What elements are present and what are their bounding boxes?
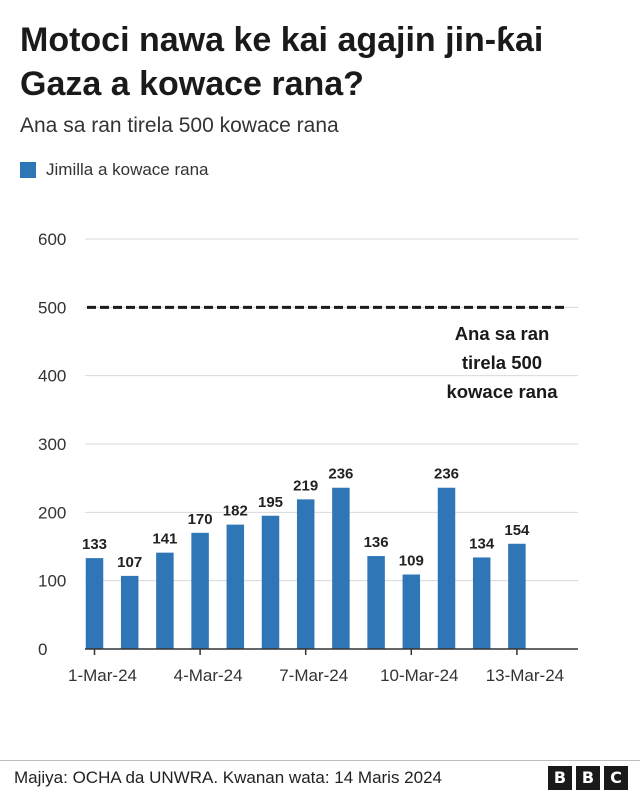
logo-letter: B [548,766,572,790]
source-note: Majiya: OCHA da UNWRA. Kwanan wata: 14 M… [14,768,443,787]
y-tick-label: 200 [38,503,66,522]
bar-value-label: 133 [82,536,107,553]
y-tick-label: 500 [38,298,66,317]
y-tick-label: 600 [38,230,66,249]
bar [332,487,350,649]
bar [437,487,456,649]
bar [472,557,491,649]
legend: Jimilla a kowace rana [20,160,209,180]
legend-swatch [20,162,36,178]
bar [296,499,315,649]
bar [156,552,174,649]
bar-chart: 0 100 200 300 400 500 600 133 107 141 170 182 195 219… [38,230,578,685]
x-tick-label: 1-Mar-24 [68,666,137,685]
chart-subtitle: Ana sa ran tirela 500 kowace rana [20,114,339,137]
y-tick-label: 300 [38,435,66,454]
logo-letter: B [576,766,600,790]
y-tick-label: 100 [38,572,66,591]
legend-label: Jimilla a kowace rana [46,160,209,179]
bar-value-label: 195 [258,494,283,511]
target-annotation: Ana sa ran [455,323,550,344]
bar [261,515,280,649]
bar-value-label: 182 [223,503,248,520]
chart-title: Motoci nawa ke kai agajin jin-ƙai Gaza a… [20,21,544,103]
y-tick-label: 400 [38,367,66,386]
bar-value-label: 219 [293,477,318,494]
bbc-logo: B B C [548,766,628,790]
bar-value-label: 141 [152,531,177,548]
x-tick-label: 10-Mar-24 [380,666,458,685]
bar-value-label: 154 [504,522,530,539]
bar-value-label: 107 [117,554,142,571]
y-tick-label: 0 [38,640,47,659]
x-tick-label: 7-Mar-24 [279,666,348,685]
logo-letter: C [604,766,628,790]
bar [120,575,139,649]
x-tick-label: 4-Mar-24 [174,666,243,685]
bar-value-label: 170 [188,511,213,528]
bar-value-label: 236 [328,466,353,483]
bar-value-label: 109 [399,553,424,570]
bar [508,543,526,649]
bar-value-label: 134 [469,535,495,552]
bar [402,574,421,649]
bar [191,532,209,649]
bar-value-label: 136 [364,534,389,551]
bar [226,524,245,649]
target-annotation: kowace rana [446,381,558,402]
bar [367,556,385,649]
bar [85,558,104,649]
x-tick-label: 13-Mar-24 [486,666,564,685]
footer-divider [0,760,640,761]
target-annotation: tirela 500 [462,352,542,373]
bar-value-label: 236 [434,466,459,483]
